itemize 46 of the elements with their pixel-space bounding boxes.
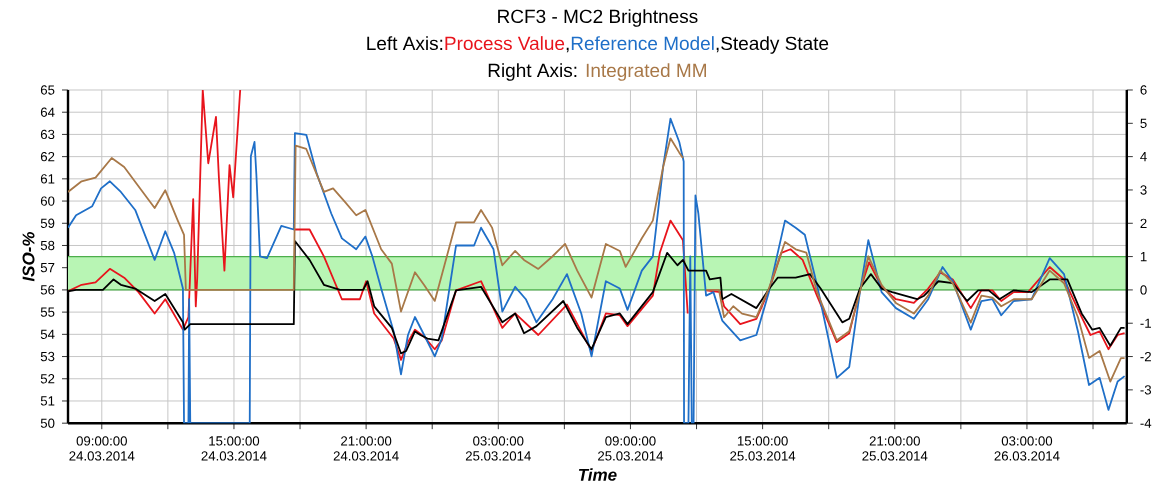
y2-tick-label: 4 <box>1140 152 1147 162</box>
x-tick-label: 03:00:00 25.03.2014 <box>465 436 531 461</box>
x-tick-label: 21:00:00 24.03.2014 <box>333 436 399 461</box>
y-tick-label: 64 <box>40 107 55 117</box>
text: , <box>716 47 719 53</box>
y2-tick-label: 3 <box>1140 185 1147 195</box>
text: Steady State <box>721 36 829 54</box>
y2-tick-label: 6 <box>1140 85 1147 95</box>
y-tick-label: 62 <box>40 151 55 162</box>
y-tick-label: 55 <box>40 307 55 317</box>
y2-tick-label: 1 <box>1140 252 1147 262</box>
text: Integrated MM <box>586 63 706 81</box>
y2-tick-label: -3 <box>1140 385 1152 395</box>
text: , <box>566 47 569 53</box>
y2-tick-label: 5 <box>1140 118 1147 128</box>
text: Right Axis: <box>488 63 577 81</box>
x-tick-label: 21:00:00 25.03.2014 <box>862 436 928 461</box>
y-tick-label: 56 <box>40 285 55 295</box>
y-tick-label: 57 <box>40 263 55 273</box>
y-tick-label: 61 <box>40 174 55 184</box>
y2-tick-label: -4 <box>1140 418 1152 428</box>
text: Left Axis: <box>367 36 443 51</box>
y2-tick-label: 0 <box>1140 285 1147 295</box>
y-tick-label: 58 <box>40 240 55 251</box>
y-tick-label: 59 <box>40 218 55 228</box>
y2-tick-label: 2 <box>1140 218 1147 228</box>
y-tick-label: 65 <box>40 85 55 95</box>
y-tick-label: 63 <box>40 129 55 140</box>
x-tick-label: 09:00:00 24.03.2014 <box>69 436 135 461</box>
x-tick-label: 03:00:00 26.03.2014 <box>994 436 1060 461</box>
x-tick-label: 15:00:00 24.03.2014 <box>201 436 267 461</box>
y-axis-title: ISO-% <box>22 232 35 282</box>
x-axis-title: Time <box>578 468 617 481</box>
x-tick-label: 15:00:00 25.03.2014 <box>730 436 796 461</box>
y-tick-label: 51 <box>40 396 55 406</box>
y2-tick-label: -1 <box>1140 318 1151 328</box>
x-tick-label: 09:00:00 25.03.2014 <box>598 436 664 461</box>
y-tick-label: 50 <box>40 418 55 428</box>
chart-title: RCF3 - MC2 Brightness <box>498 9 698 27</box>
y-tick-label: 60 <box>40 196 55 206</box>
text: Reference Model <box>571 36 714 51</box>
y-tick-label: 53 <box>40 351 55 362</box>
y-tick-label: 54 <box>40 329 55 339</box>
y2-tick-label: -2 <box>1140 351 1151 362</box>
y-tick-label: 52 <box>40 374 55 384</box>
text: Process Value <box>445 36 565 51</box>
